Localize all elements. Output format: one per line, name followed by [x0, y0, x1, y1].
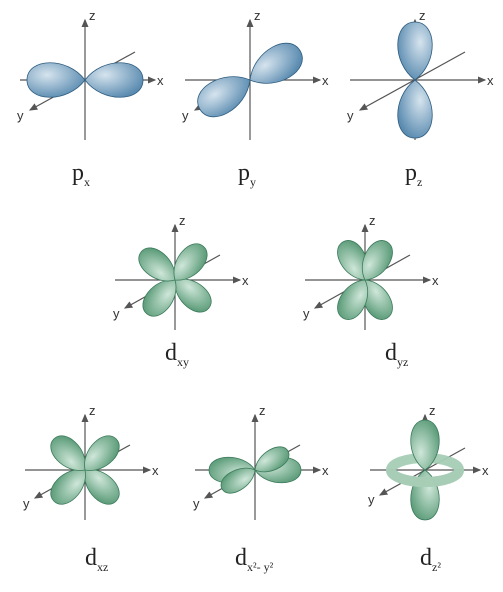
label-pz: pz — [405, 160, 422, 190]
svg-text:x: x — [322, 73, 329, 88]
svg-text:y: y — [23, 496, 30, 511]
axis-y-label: y — [17, 108, 24, 123]
orbital-py: z x y — [182, 8, 329, 140]
orbital-dx2y2: z x y — [193, 403, 329, 520]
svg-text:y: y — [303, 306, 310, 321]
orbital-dyz: z x y — [303, 213, 439, 330]
svg-text:z: z — [419, 8, 426, 23]
svg-text:x: x — [432, 273, 439, 288]
svg-text:x: x — [242, 273, 249, 288]
orbital-pz: z x y — [347, 8, 494, 140]
py-lobe — [191, 65, 258, 124]
svg-text:y: y — [368, 492, 375, 507]
pz-lobe — [398, 80, 433, 138]
label-dyz: dyz — [385, 340, 408, 370]
px-lobe — [85, 63, 143, 98]
svg-text:z: z — [259, 403, 266, 418]
svg-text:y: y — [113, 306, 120, 321]
svg-text:x: x — [487, 73, 494, 88]
svg-text:y: y — [182, 108, 189, 123]
svg-text:x: x — [482, 463, 489, 478]
svg-text:z: z — [254, 8, 261, 23]
orbital-dxz: z x y — [23, 403, 159, 520]
svg-text:z: z — [89, 403, 96, 418]
orbital-figure: z x y z x y z x y — [0, 0, 503, 587]
label-dx2y2: dx²- y² — [235, 545, 273, 575]
label-dxy: dxy — [165, 340, 189, 370]
svg-text:x: x — [152, 463, 159, 478]
orbital-px: z x y — [17, 8, 164, 140]
svg-text:y: y — [193, 496, 200, 511]
label-px: px — [72, 160, 90, 190]
svg-text:z: z — [429, 403, 436, 418]
svg-text:z: z — [179, 213, 186, 228]
py-lobe — [241, 36, 308, 95]
orbital-dz2: z x y — [368, 403, 489, 520]
label-py: py — [238, 160, 256, 190]
label-dxz: dxz — [85, 545, 108, 575]
orbital-dxy: z x y — [113, 213, 249, 330]
pz-lobe — [398, 22, 433, 80]
px-lobe — [27, 63, 85, 98]
svg-text:y: y — [347, 108, 354, 123]
svg-text:x: x — [322, 463, 329, 478]
orbital-svg: z x y z x y z x y — [0, 0, 503, 587]
label-dz2: dz² — [420, 545, 441, 575]
axis-z-label: z — [89, 8, 96, 23]
axis-x-label: x — [157, 73, 164, 88]
svg-text:z: z — [369, 213, 376, 228]
